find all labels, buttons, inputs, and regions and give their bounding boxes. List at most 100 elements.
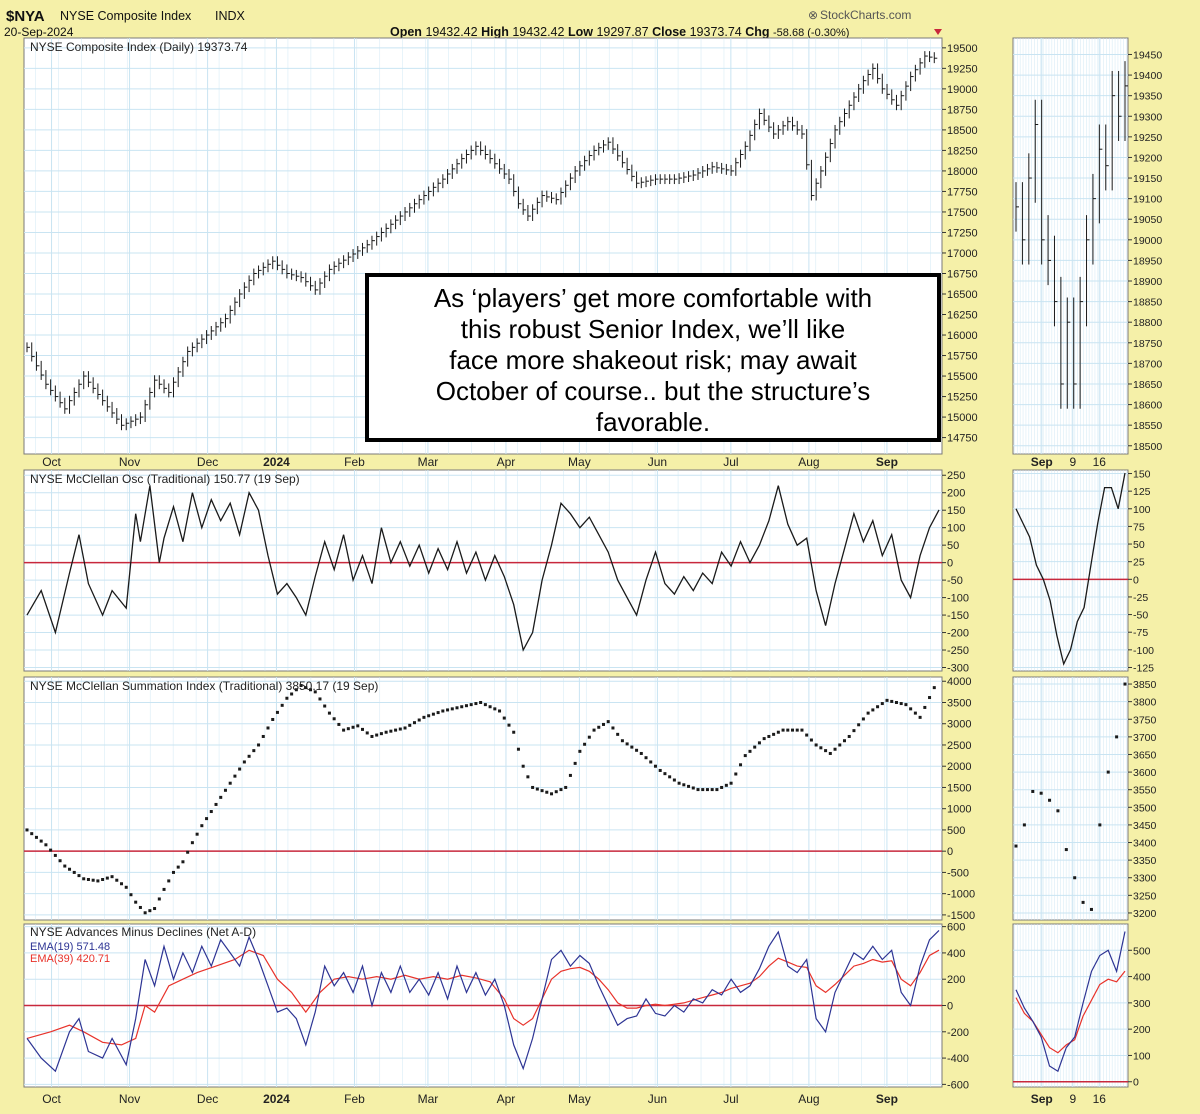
- sum-dot: [120, 882, 124, 886]
- sum-dot: [318, 697, 322, 701]
- osc-panel-title: NYSE McClellan Osc (Traditional) 150.77 …: [30, 472, 300, 486]
- sum-dot: [710, 788, 714, 792]
- sum-dot: [616, 732, 620, 736]
- zoom-price-panel-ytick-label: 19200: [1133, 152, 1162, 164]
- ad-x-label: 2024: [263, 1092, 290, 1106]
- zoom-sum-dot: [1056, 809, 1060, 813]
- sum-dot: [928, 696, 932, 700]
- zoom-sum-dot: [1106, 770, 1110, 774]
- price-x-label: Aug: [798, 455, 819, 469]
- sum-dot: [148, 909, 152, 913]
- sum-dot: [134, 900, 138, 904]
- price-panel-ytick-label: 18000: [947, 166, 978, 178]
- sum-dot: [871, 708, 875, 712]
- sum-dot: [91, 878, 95, 882]
- sum-dot: [361, 727, 365, 731]
- sum-dot: [861, 717, 865, 721]
- sum-dot: [583, 742, 587, 746]
- sum-dot: [342, 728, 346, 732]
- zoom-sum-dot: [1089, 907, 1093, 911]
- sum-dot: [455, 706, 459, 710]
- sum-panel-ytick-label: 0: [947, 846, 953, 858]
- zoom-sum-panel-ytick-label: 3750: [1133, 714, 1157, 726]
- sum-panel-ytick-label: 1000: [947, 804, 971, 816]
- sum-dot: [776, 730, 780, 734]
- osc-panel-ytick-label: -200: [947, 628, 969, 640]
- sum-dot: [195, 832, 199, 836]
- osc-panel-ytick-label: 100: [947, 523, 965, 535]
- sum-dot: [573, 761, 577, 765]
- sum-dot: [205, 817, 209, 821]
- osc-panel-ytick-label: -150: [947, 610, 969, 622]
- sum-dot: [30, 832, 34, 836]
- zoom-sum-panel-ytick-label: 3550: [1133, 785, 1157, 797]
- price-x-label: Nov: [119, 455, 140, 469]
- ad-x-label: Dec: [197, 1092, 218, 1106]
- sum-dot: [649, 760, 653, 764]
- date: 20-Sep-2024: [4, 25, 74, 39]
- sum-dot: [909, 707, 913, 711]
- ad-panel-ytick-label: 400: [947, 948, 965, 960]
- sum-panel-ytick-label: -500: [947, 867, 969, 879]
- sum-dot: [252, 749, 256, 753]
- open-label: Open: [390, 25, 422, 39]
- zoom-sum-panel-ytick-label: 3500: [1133, 802, 1157, 814]
- sum-dot: [53, 853, 57, 857]
- zoom-price-panel-ytick-label: 19000: [1133, 235, 1162, 247]
- ad-x-label: Jun: [648, 1092, 667, 1106]
- sum-dot: [682, 783, 686, 787]
- sum-dot: [620, 739, 624, 743]
- sum-dot: [668, 775, 672, 779]
- sum-panel-ytick-label: 1500: [947, 782, 971, 794]
- zoom-price-panel-ytick-label: 18800: [1133, 317, 1162, 329]
- sum-dot: [847, 734, 851, 738]
- price-x-label: Sep: [876, 455, 898, 469]
- zoom-osc-panel-ytick-label: -50: [1133, 610, 1148, 622]
- zoom-price-panel-ytick-label: 18550: [1133, 420, 1162, 432]
- zoom-ad-panel-ytick-label: 300: [1133, 998, 1151, 1010]
- sum-dot: [748, 749, 752, 753]
- zoom-price-panel-ytick-label: 19250: [1133, 132, 1162, 144]
- zoom-ad-panel-frame: [1012, 923, 1129, 1088]
- zoom-ad-x-label: 9: [1069, 1092, 1076, 1106]
- ad-x-label: May: [568, 1092, 591, 1106]
- sum-dot: [809, 738, 813, 742]
- sum-dot: [554, 790, 558, 794]
- sum-dot: [464, 704, 468, 708]
- price-panel-ytick-label: 17000: [947, 248, 978, 260]
- zoom-price-panel-ytick-label: 18900: [1133, 276, 1162, 288]
- zoom-price-panel-ytick-label: 18850: [1133, 297, 1162, 309]
- sum-dot: [786, 728, 790, 732]
- sum-dot: [781, 728, 785, 732]
- sum-dot: [441, 709, 445, 713]
- symbol: $NYA: [6, 8, 45, 25]
- sum-dot: [398, 727, 402, 731]
- zoom-price-panel-ytick-label: 19400: [1133, 70, 1162, 82]
- zoom-osc-panel-ytick-label: 150: [1133, 469, 1151, 481]
- sum-dot: [63, 864, 67, 868]
- sum-dot: [592, 728, 596, 732]
- zoom-osc-panel-ytick-label: 50: [1133, 539, 1145, 551]
- price-panel-ytick-label: 15250: [947, 392, 978, 404]
- sum-dot: [365, 731, 369, 735]
- zoom-sum-dot: [1098, 823, 1102, 827]
- price-panel-ytick-label: 16750: [947, 268, 978, 280]
- sum-dot: [351, 725, 355, 729]
- sum-dot: [904, 703, 908, 707]
- sum-dot: [890, 699, 894, 703]
- sum-dot: [918, 715, 922, 719]
- zoom-price-panel-ytick-label: 18950: [1133, 255, 1162, 267]
- sum-dot: [772, 732, 776, 736]
- zoom-x-label: Sep: [1031, 455, 1053, 469]
- sum-dot: [639, 751, 643, 755]
- sum-dot: [450, 707, 454, 711]
- sum-dot: [417, 718, 421, 722]
- sum-dot: [223, 788, 227, 792]
- price-x-label: Jul: [723, 455, 738, 469]
- sum-dot: [753, 745, 757, 749]
- index-name: NYSE Composite Index: [60, 9, 192, 23]
- sum-dot: [479, 700, 483, 704]
- zoom-price-panel-ytick-label: 19450: [1133, 49, 1162, 61]
- sum-dot: [96, 879, 100, 883]
- zoom-price-panel-ytick-label: 19300: [1133, 111, 1162, 123]
